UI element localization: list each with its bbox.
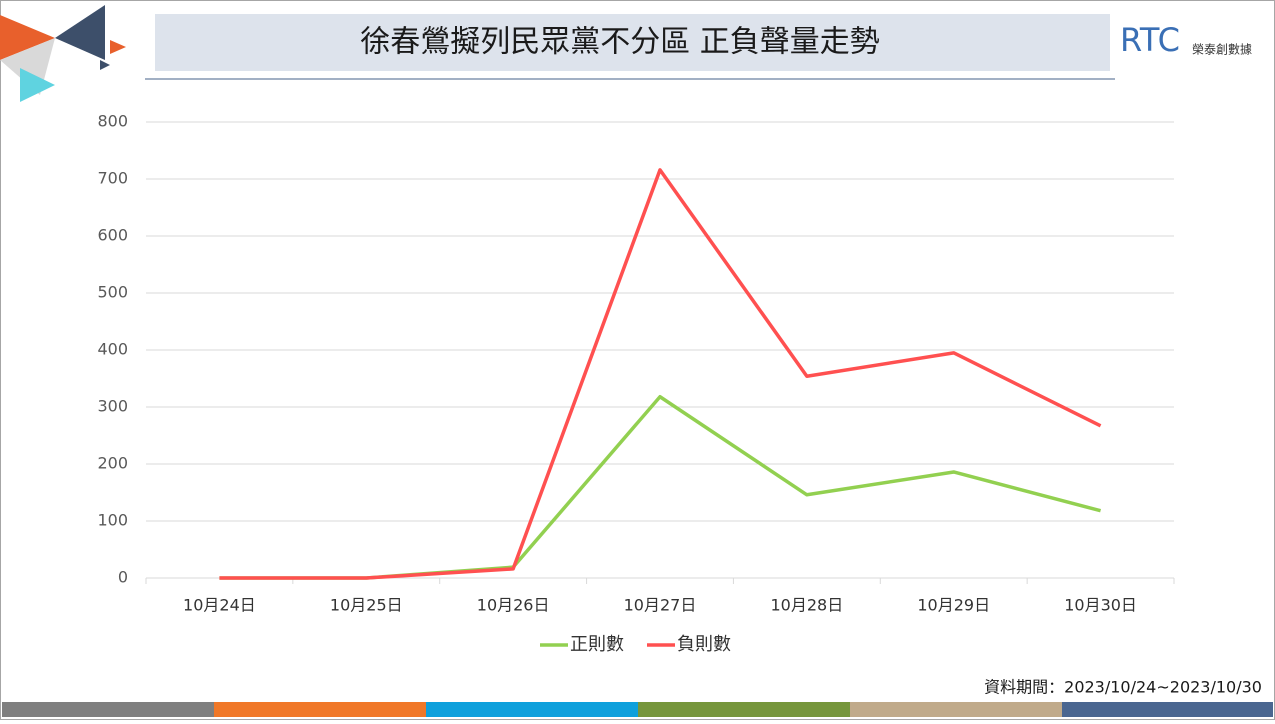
y-tick-label: 700 xyxy=(97,169,128,188)
title-box xyxy=(155,14,1110,71)
series-line xyxy=(219,168,1102,580)
y-tick-label: 800 xyxy=(97,112,128,131)
x-tick-label: 10月25日 xyxy=(330,596,403,615)
y-tick-label: 500 xyxy=(97,283,128,302)
bottom-stripes xyxy=(2,702,1273,717)
chart-title: 徐春鶯擬列民眾黨不分區 正負聲量走勢 xyxy=(360,25,880,60)
x-tick-label: 10月26日 xyxy=(477,596,550,615)
corner-decoration xyxy=(0,5,126,102)
source-note: 資料期間：2023/10/24~2023/10/30 xyxy=(984,678,1262,697)
x-tick-label: 10月30日 xyxy=(1064,596,1137,615)
x-tick-label: 10月24日 xyxy=(183,596,256,615)
x-tick-label: 10月27日 xyxy=(624,596,697,615)
legend-label: 負則數 xyxy=(677,634,731,655)
x-tick-label: 10月29日 xyxy=(917,596,990,615)
y-tick-label: 600 xyxy=(97,226,128,245)
brand-name: RTC xyxy=(1120,21,1180,59)
legend-label: 正則數 xyxy=(570,634,624,655)
y-tick-label: 200 xyxy=(97,454,128,473)
x-tick-label: 10月28日 xyxy=(770,596,843,615)
brand-subtitle: 榮泰創數據 xyxy=(1192,43,1252,57)
y-tick-label: 300 xyxy=(97,397,128,416)
y-tick-label: 0 xyxy=(118,568,128,587)
y-tick-label: 100 xyxy=(97,511,128,530)
y-tick-label: 400 xyxy=(97,340,128,359)
